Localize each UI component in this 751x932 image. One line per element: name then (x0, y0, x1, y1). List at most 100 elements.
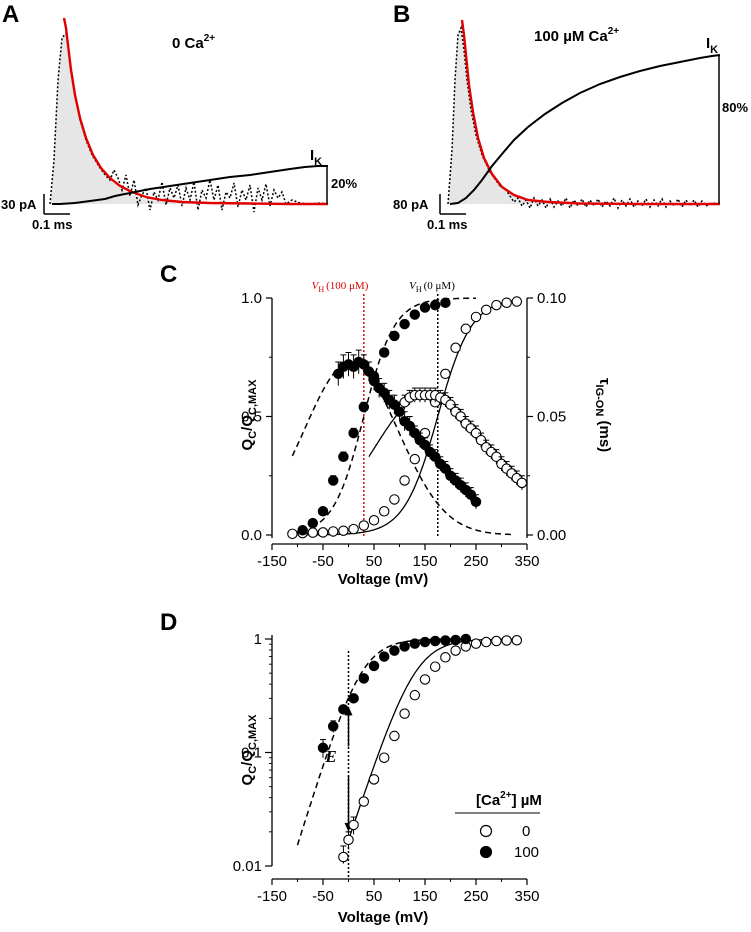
c-data-point-open (338, 525, 349, 536)
c-data-point-open (501, 297, 512, 308)
d-x-tick-label: -150 (257, 888, 287, 905)
d-data-point-filled (327, 721, 339, 732)
legend-marker-filled (479, 845, 493, 859)
panel-a-ik-trace (52, 165, 328, 205)
d-data-point-filled (378, 651, 390, 662)
c-data-point-filled (409, 309, 421, 320)
d-data-point-open (399, 708, 410, 719)
c-data-point-filled (297, 525, 308, 536)
c-data-point-filled (307, 517, 319, 529)
panel-b-ik-label: IK (706, 35, 718, 56)
d-x-tick-label: 350 (514, 888, 539, 905)
c-yl-tick-label: 0.5 (241, 409, 262, 426)
c-data-point-open (307, 527, 319, 538)
d-data-point-open (338, 851, 349, 863)
c-data-point-filled (399, 318, 410, 330)
panel-a-scale-bar (43, 194, 70, 215)
d-data-point-open (419, 674, 431, 685)
panel-d-axes: -150 -50 50 150 250 350 0.01 0.1 1 (233, 631, 540, 905)
panel-d: D -150 -50 50 150 250 350 0.01 0.1 1 QC/QC,MAX V… (160, 609, 542, 926)
panel-d-legend: [Ca2+] µM 0 100 (455, 790, 542, 861)
d-data-point-open (389, 730, 400, 742)
panel-c-ylabel-left: QC/QC,MAX (239, 379, 259, 451)
d-y-tick-label: 1 (254, 631, 262, 648)
legend-entry-100: 100 (514, 844, 539, 861)
panel-c-xlabel: Voltage (mV) (338, 571, 429, 588)
d-x-tick-label: 50 (366, 888, 383, 905)
d-data-point-open (511, 634, 523, 646)
c-data-point-filled (389, 330, 400, 342)
d-data-point-open (450, 645, 461, 656)
c-yr-tick-label: 0.00 (537, 527, 566, 544)
panel-letter-b: B (393, 1, 410, 28)
panel-b-title: 100 µM Ca2+ (534, 26, 619, 45)
c-x-tick-label: -150 (257, 553, 287, 570)
c-data-point-open (317, 527, 329, 538)
c-x-tick-label: 150 (412, 553, 437, 570)
c-data-point-filled (327, 475, 339, 486)
c-data-point-open (516, 477, 528, 489)
panel-a-fit-curve (62, 17, 328, 206)
d-data-point-open (343, 834, 354, 846)
panel-b-scale-y: 80 pA (393, 197, 429, 212)
d-data-point-filled (389, 645, 400, 656)
c-data-point-open (389, 494, 400, 505)
panel-d-xlabel: Voltage (mV) (338, 909, 429, 926)
c-data-point-filled (429, 299, 441, 311)
c-data-point-filled (440, 297, 451, 308)
panel-a: A 0 Ca2+ 20% IK 30 pA 0.1 ms (1, 1, 357, 232)
c-data-point-filled (378, 347, 390, 358)
panel-c-axes: -150 -50 50 150 250 350 0.0 0.5 1.0 0.00 0.05 0.10 (241, 290, 566, 570)
c-data-point-open (440, 368, 451, 380)
panel-b-scale-bar (439, 194, 466, 215)
d-data-point-filled (429, 635, 441, 647)
d-data-point-open (368, 774, 380, 785)
c-data-point-filled (470, 496, 482, 508)
d-data-point-open (480, 636, 492, 648)
c-data-point-open (358, 520, 370, 531)
panel-letter-c: C (160, 261, 177, 288)
c-data-point-open (378, 506, 390, 517)
d-data-point-filled (450, 634, 461, 646)
c-data-point-open (327, 526, 339, 537)
c-data-point-open (287, 528, 298, 540)
d-fit-filled (296, 638, 471, 846)
d-y-tick-label: 0.01 (233, 858, 262, 875)
panel-b-shaded-transient (448, 28, 720, 204)
d-data-point-filled (358, 673, 370, 684)
panel-c: C -150 -50 50 150 250 350 0.0 0.5 1.0 0.00 0.05 0.1… (160, 261, 613, 588)
panel-d-ylabel: QC/QC,MAX (239, 714, 259, 786)
panel-a-title: 0 Ca2+ (172, 33, 215, 52)
c-data-point-filled (358, 401, 370, 413)
d-data-point-open (348, 819, 359, 831)
panel-d-e-label: E (324, 747, 336, 766)
c-data-point-open (368, 515, 380, 526)
c-data-point-open (470, 311, 482, 323)
legend-entry-0: 0 (522, 823, 530, 840)
c-data-point-open (348, 523, 359, 535)
d-data-point-filled (409, 638, 421, 649)
panel-c-vh100-label: VH (100 μM) (312, 280, 369, 294)
panel-c-vh0-label: VH (0 μM) (409, 280, 455, 294)
d-data-point-open (501, 635, 512, 646)
panel-letter-a: A (2, 1, 19, 28)
d-x-tick-label: 250 (463, 888, 488, 905)
panel-b-ik-trace (449, 54, 721, 205)
c-data-point-open (399, 475, 410, 486)
c-x-tick-label: 350 (514, 553, 539, 570)
panel-a-scale-y: 30 pA (1, 197, 37, 212)
panel-b-fit-curve (460, 19, 720, 206)
c-data-point-open (511, 296, 523, 307)
c-data-point-open (450, 342, 461, 354)
c-data-point-open (409, 453, 421, 465)
panel-letter-d: D (160, 609, 177, 636)
d-data-point-filled (460, 633, 472, 645)
c-data-point-open (480, 304, 492, 316)
legend-title: [Ca2+] µM (476, 790, 542, 809)
d-data-point-open (409, 689, 421, 701)
c-data-point-open (460, 323, 472, 335)
c-yl-tick-label: 1.0 (241, 290, 262, 307)
c-x-tick-label: 50 (366, 553, 383, 570)
d-data-point-filled (419, 636, 431, 648)
